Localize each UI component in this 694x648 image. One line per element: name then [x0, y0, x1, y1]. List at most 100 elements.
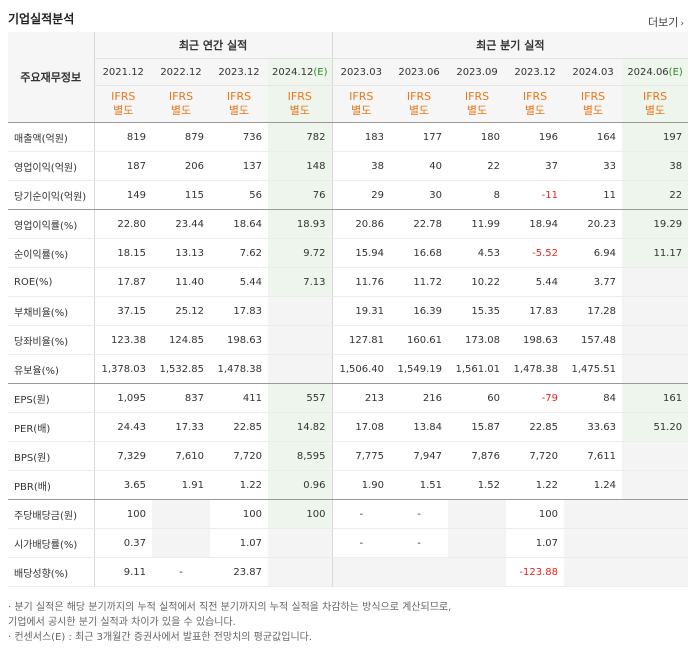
table-cell: [152, 528, 210, 558]
column-header: 2024.03: [564, 58, 623, 86]
table-cell: 0.96: [268, 470, 333, 500]
table-cell: -79: [506, 383, 565, 413]
table-cell: 19.31: [331, 296, 391, 326]
ifrs-label-line2: 별도: [228, 104, 250, 117]
table-cell: 38: [331, 151, 391, 181]
table-cell: [448, 499, 507, 529]
table-row: 주당배당금(원) 100 100 100- -100: [8, 499, 689, 529]
table-row: PER(배) 24.43 17.33 22.85 14.82 17.08 13.84 15.8…: [8, 412, 689, 442]
table-cell: 7,775: [331, 441, 391, 471]
column-header: 2022.12: [152, 58, 210, 86]
table-cell: 20.86: [331, 209, 391, 239]
table-cell: 124.85: [152, 325, 210, 355]
table-cell: 40: [390, 151, 449, 181]
row-label: 시가배당률(%): [8, 528, 94, 558]
table-cell: 198.63: [210, 325, 268, 355]
table-cell: 6.94: [564, 238, 623, 268]
ifrs-label-line1: IFRS: [287, 90, 312, 103]
table-cell: [448, 528, 507, 558]
table-cell: 5.44: [210, 267, 268, 297]
table-cell: 16.68: [390, 238, 449, 268]
table-cell: 1,549.19: [390, 354, 449, 384]
group-quarter: 최근 분기 실적: [331, 32, 689, 59]
table-cell: 22.80: [93, 209, 152, 239]
table-cell: 7,720: [210, 441, 268, 471]
table-cell: 17.33: [152, 412, 210, 442]
row-label: PER(배): [8, 412, 94, 442]
table-cell: 13.13: [152, 238, 210, 268]
row-label: 영업이익(억원): [8, 151, 94, 181]
table-cell: 22: [622, 180, 689, 210]
table-cell: 183: [331, 122, 391, 152]
ifrs-label-line1: IFRS: [349, 90, 374, 103]
ifrs-label-line2: 별도: [289, 104, 310, 117]
ifrs-label-line2: 별도: [170, 104, 192, 117]
row-label: 당좌비율(%): [8, 325, 94, 355]
table-row: EPS(원) 1,095 837 411 557 213 216 60 -79 84 161: [8, 383, 689, 413]
table-cell: 213: [331, 383, 391, 413]
table-cell: 3.77: [564, 267, 623, 297]
table-cell: [331, 557, 391, 587]
table-row: 영업이익(억원) 187 206 137 148 38 40 22 37 33 38: [8, 151, 689, 181]
table-row: 유보율(%) 1,378.03 1,532.85 1,478.38 1,506.40 1,…: [8, 354, 689, 384]
table-cell: 51.20: [622, 412, 689, 442]
table-cell: 33.63: [564, 412, 623, 442]
table-cell: 1,506.40: [331, 354, 391, 384]
table-cell: 23.87: [210, 557, 268, 587]
table-cell: 1,478.38: [506, 354, 565, 384]
table-cell: [268, 325, 333, 355]
table-cell: 782: [268, 122, 333, 152]
table-cell: 14.82: [268, 412, 333, 442]
table-cell: [622, 528, 689, 558]
table-cell: 17.87: [93, 267, 152, 297]
column-header: 2024.06(E): [622, 58, 689, 86]
table-cell: 22.78: [390, 209, 449, 239]
table-cell: 137: [210, 151, 268, 181]
chevron-right-icon: ›: [680, 19, 684, 29]
corner-label: 주요재무정보: [8, 32, 94, 123]
table-cell: [622, 441, 689, 471]
table-cell: 1.24: [564, 470, 623, 500]
table-cell: 30: [390, 180, 449, 210]
ifrs-label-line1: IFRS: [406, 90, 432, 103]
table-cell: 23.44: [152, 209, 210, 239]
row-label: 부채비율(%): [8, 296, 94, 326]
column-header: 2021.12: [93, 58, 152, 86]
more-label: 더보기: [648, 16, 679, 29]
table-cell: 15.94: [331, 238, 391, 268]
table-cell: 22: [448, 151, 507, 181]
footnote-line: · 컨센서스(E) : 최근 3개월간 증권사에서 발표한 전망치의 평균값입니…: [8, 632, 313, 643]
row-label: 주당배당금(원): [8, 499, 94, 529]
table-cell: 29: [331, 180, 391, 210]
column-header: 2024.12(E): [268, 58, 333, 86]
row-label: 순이익률(%): [8, 238, 94, 268]
table-cell: 206: [152, 151, 210, 181]
table-cell: 197: [622, 122, 689, 152]
table-cell: 60: [448, 383, 507, 413]
ifrs-label-line2: 별도: [582, 104, 604, 117]
table-cell: 1,095: [93, 383, 152, 413]
table-row: 순이익률(%) 18.15 13.13 7.62 9.72 15.94 16.68 4.53-…: [8, 238, 689, 268]
table-cell: 19.29: [622, 209, 689, 239]
ifrs-label-line2: 별도: [524, 104, 546, 117]
table-cell: 17.83: [506, 296, 565, 326]
table-row: 시가배당률(%) 0.37 1.07 - - 1.07: [8, 528, 689, 558]
table-cell: 13.84: [390, 412, 449, 442]
table-cell: 20.23: [564, 209, 623, 239]
table-cell: 1.07: [210, 528, 268, 558]
table-cell: 18.15: [93, 238, 152, 268]
ifrs-label-line1: IFRS: [111, 90, 136, 103]
table-cell: 557: [268, 383, 333, 413]
table-cell: 164: [564, 122, 623, 152]
table-cell: 7.13: [268, 267, 333, 297]
table-cell: [268, 557, 333, 587]
table-cell: 1.22: [210, 470, 268, 500]
more-link[interactable]: 더보기 ›: [648, 14, 684, 30]
ifrs-label: IFRS 별도: [448, 85, 507, 123]
table-row: 배당성향(%) 9.11-23.87 -123.88: [8, 557, 689, 587]
table-cell: 180: [448, 122, 507, 152]
table-cell: 17.08: [331, 412, 391, 442]
table-cell: 11.99: [448, 209, 507, 239]
table-cell: 17.28: [564, 296, 623, 326]
footnote-line: · 분기 실적은 해당 분기까지의 누적 실적에서 직전 분기까지의 누적 실적…: [8, 602, 452, 613]
